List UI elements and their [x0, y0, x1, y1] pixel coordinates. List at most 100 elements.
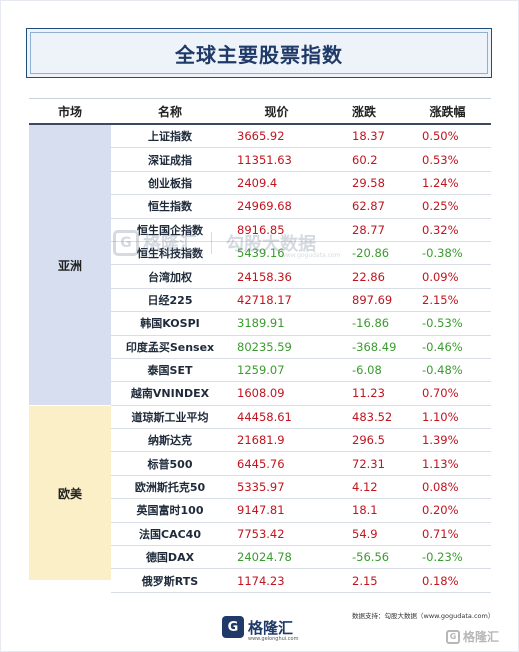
index-price: 24969.68 [237, 199, 292, 214]
index-name: 韩国KOSPI [140, 317, 200, 331]
index-change: 11.23 [352, 386, 385, 401]
table-row: 日经225 42718.17 897.69 2.15% [111, 289, 491, 313]
table-row: 印度孟买Sensex 80235.59 -368.49 -0.46% [111, 336, 491, 359]
index-price: 1259.07 [237, 363, 285, 378]
index-name: 台湾加权 [148, 270, 192, 284]
index-pct: 1.10% [422, 409, 459, 424]
index-price: 5335.97 [237, 480, 285, 495]
index-pct: -0.46% [422, 339, 463, 354]
index-name: 德国DAX [145, 551, 195, 565]
index-price: 3189.91 [237, 316, 285, 331]
index-change: 483.52 [352, 409, 393, 424]
index-price: 42718.17 [237, 292, 292, 307]
index-pct: 0.50% [422, 129, 459, 144]
region-column: 亚洲 欧美 [29, 125, 111, 593]
index-pct: 1.24% [422, 175, 459, 190]
index-pct: 0.09% [422, 269, 459, 284]
index-change: 54.9 [352, 526, 378, 541]
header-price: 现价 [264, 104, 289, 119]
index-price: 6445.76 [237, 456, 285, 471]
index-price: 9147.81 [237, 503, 285, 518]
index-price: 5439.16 [237, 246, 285, 261]
index-table: 市场 名称 现价 涨跌 涨跌幅 亚洲 欧美 上证指数 3665.92 18.37 0.… [29, 98, 491, 593]
header-region: 市场 [57, 104, 82, 119]
index-change: 296.5 [352, 433, 385, 448]
index-pct: 2.15% [422, 292, 459, 307]
index-price: 3665.92 [237, 129, 285, 144]
index-change: 29.58 [352, 175, 385, 190]
table-row: 上证指数 3665.92 18.37 0.50% [111, 125, 491, 149]
region-asia: 亚洲 [29, 125, 111, 406]
table-rows: 上证指数 3665.92 18.37 0.50% 深证成指 11351.63 60.2 0.5… [111, 125, 491, 593]
index-change: 62.87 [352, 199, 385, 214]
table-row: 纳斯达克 21681.9 296.5 1.39% [111, 429, 491, 453]
index-change: 60.2 [352, 152, 378, 167]
footer-logo-name: 格隆汇 [248, 618, 294, 637]
table-row: 德国DAX 24024.78 -56.56 -0.23% [111, 546, 491, 570]
index-name: 恒生国企指数 [137, 223, 203, 237]
index-change: -20.86 [352, 246, 390, 261]
index-name: 英国富时100 [136, 504, 204, 518]
title-inner: 全球主要股票指数 [30, 32, 488, 74]
index-pct: 0.71% [422, 526, 459, 541]
header-name: 名称 [157, 104, 182, 119]
table-row: 恒生指数 24969.68 62.87 0.25% [111, 195, 491, 219]
table-row: 标普500 6445.76 72.31 1.13% [111, 452, 491, 476]
index-price: 2409.4 [237, 175, 278, 190]
index-change: 4.12 [352, 480, 378, 495]
index-pct: 0.25% [422, 199, 459, 214]
index-price: 80235.59 [237, 339, 292, 354]
table-row: 恒生科技指数 5439.16 -20.86 -0.38% [111, 242, 491, 266]
header-pct: 涨跌幅 [429, 104, 466, 119]
index-price: 44458.61 [237, 409, 292, 424]
index-pct: 0.32% [422, 222, 459, 237]
index-name: 纳斯达克 [148, 434, 192, 448]
index-change: -56.56 [352, 550, 390, 565]
index-pct: 0.53% [422, 152, 459, 167]
index-name: 恒生科技指数 [137, 247, 203, 261]
index-name: 印度孟买Sensex [125, 340, 215, 354]
index-price: 7753.42 [237, 526, 285, 541]
table-header: 市场 名称 现价 涨跌 涨跌幅 [29, 98, 491, 125]
index-name: 恒生指数 [148, 200, 192, 214]
index-change: 2.15 [352, 573, 378, 588]
index-pct: 0.08% [422, 480, 459, 495]
table-row: 越南VNINDEX 1608.09 11.23 0.70% [111, 382, 491, 406]
index-price: 1174.23 [237, 573, 285, 588]
index-change: 28.77 [352, 222, 385, 237]
index-change: -6.08 [352, 363, 382, 378]
index-change: -16.86 [352, 316, 390, 331]
index-change: 18.1 [352, 503, 378, 518]
corner-logo-name: 格隆汇 [463, 630, 500, 644]
index-name: 法国CAC40 [139, 527, 201, 541]
index-name: 越南VNINDEX [130, 387, 210, 401]
gelonghui-logo-icon: G [222, 616, 244, 638]
index-price: 1608.09 [237, 386, 285, 401]
index-name: 道琼斯工业平均 [131, 410, 209, 424]
table-row: 欧洲斯托克50 5335.97 4.12 0.08% [111, 476, 491, 500]
index-name: 俄罗斯RTS [141, 574, 199, 588]
index-pct: -0.23% [422, 550, 463, 565]
table-row: 俄罗斯RTS 1174.23 2.15 0.18% [111, 569, 491, 593]
index-change: 897.69 [352, 292, 393, 307]
header-change: 涨跌 [351, 104, 376, 119]
index-pct: -0.48% [422, 363, 463, 378]
index-pct: 1.13% [422, 456, 459, 471]
index-name: 深证成指 [148, 153, 192, 167]
index-price: 21681.9 [237, 433, 285, 448]
index-price: 24024.78 [237, 550, 292, 565]
table-row: 泰国SET 1259.07 -6.08 -0.48% [111, 359, 491, 383]
index-change: 72.31 [352, 456, 385, 471]
index-name: 上证指数 [148, 130, 192, 144]
table-row: 韩国KOSPI 3189.91 -16.86 -0.53% [111, 312, 491, 336]
index-price: 11351.63 [237, 152, 292, 167]
region-europe-america: 欧美 [29, 406, 111, 581]
index-pct: 0.18% [422, 573, 459, 588]
index-name: 标普500 [147, 457, 193, 471]
data-source: 数据支持：勾股大数据（www.gogudata.com） [352, 612, 495, 620]
table-row: 深证成指 11351.63 60.2 0.53% [111, 148, 491, 172]
index-pct: -0.38% [422, 246, 463, 261]
table-row: 英国富时100 9147.81 18.1 0.20% [111, 499, 491, 523]
corner-logo-icon: G [446, 629, 460, 644]
